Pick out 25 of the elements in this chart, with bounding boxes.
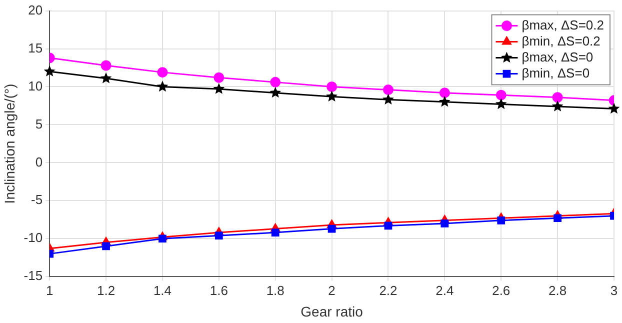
x-tick-label: 1.2 xyxy=(96,282,116,298)
y-tick-label: 20 xyxy=(28,2,43,18)
x-axis-title: Gear ratio xyxy=(300,303,364,320)
x-tick-label: 1 xyxy=(46,282,54,298)
legend-label: βmin, ΔS=0 xyxy=(522,65,590,80)
y-tick-label: -5 xyxy=(31,192,43,208)
x-tick-label: 2.2 xyxy=(379,282,398,298)
y-tick-label: 0 xyxy=(35,154,43,170)
legend-label: βmax, ΔS=0.2 xyxy=(522,17,604,32)
y-axis-title: Inclination angle/(°) xyxy=(1,84,18,204)
x-tick-label: 1.6 xyxy=(210,282,228,298)
x-tick-label: 2.4 xyxy=(436,282,454,298)
x-tick-label: 3 xyxy=(610,282,618,298)
x-tick-label: 2 xyxy=(328,282,336,298)
x-tick-label: 2.8 xyxy=(548,282,567,298)
y-tick-label: 15 xyxy=(28,40,43,56)
x-tick-label: 1.4 xyxy=(153,282,172,298)
legend-label: βmin, ΔS=0.2 xyxy=(522,33,600,48)
legend-label: βmax, ΔS=0 xyxy=(522,49,594,64)
x-tick-label: 1.8 xyxy=(266,282,284,298)
y-tick-label: 5 xyxy=(35,116,43,132)
y-tick-label: -15 xyxy=(24,268,43,284)
x-tick-label: 2.6 xyxy=(492,282,510,298)
y-tick-label: 10 xyxy=(28,78,43,94)
y-tick-label: -10 xyxy=(24,230,43,246)
